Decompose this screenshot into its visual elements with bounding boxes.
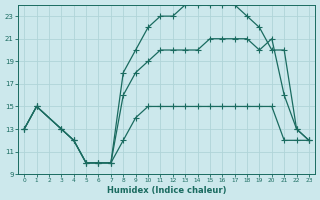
X-axis label: Humidex (Indice chaleur): Humidex (Indice chaleur) [107, 186, 226, 195]
